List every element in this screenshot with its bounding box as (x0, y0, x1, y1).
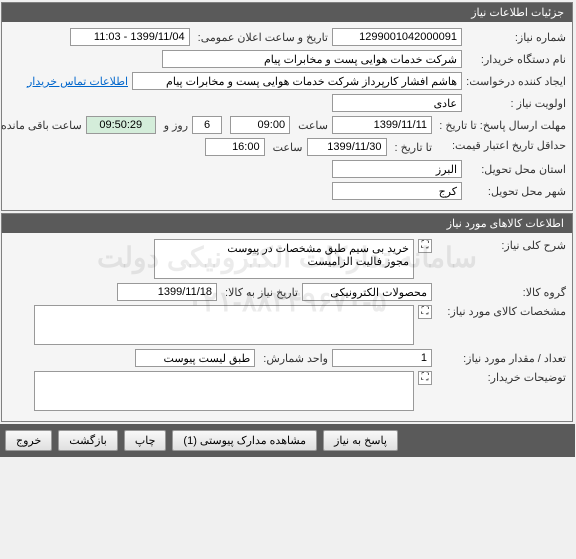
deadline-time-field[interactable] (231, 116, 291, 134)
time-remaining-field (87, 116, 157, 134)
requester-field[interactable] (133, 72, 463, 90)
qty-label: تعداد / مقدار مورد نیاز: (437, 352, 567, 365)
goods-header: اطلاعات کالاهای مورد نیاز (3, 214, 573, 233)
buyer-field[interactable] (163, 50, 463, 68)
need-number-field[interactable] (333, 28, 463, 46)
days-remaining-field (193, 116, 223, 134)
attachments-button[interactable]: مشاهده مدارک پیوستی (1) (173, 430, 318, 451)
desc-label: شرح کلی نیاز: (437, 239, 567, 252)
province-field[interactable] (333, 160, 463, 178)
buyer-notes-field[interactable] (35, 371, 415, 411)
unit-field[interactable] (136, 349, 256, 367)
validity-until-label: تا تاریخ : (392, 141, 433, 154)
unit-label: واحد شمارش: (260, 352, 329, 365)
need-details-header: جزئیات اطلاعات نیاز (3, 3, 573, 22)
buyer-label: نام دستگاه خریدار: (467, 53, 567, 66)
province-label: استان محل تحویل: (467, 163, 567, 176)
city-field[interactable] (333, 182, 463, 200)
need-date-label: تاریخ نیاز به کالا: (222, 286, 299, 299)
priority-field[interactable] (333, 94, 463, 112)
button-bar: خروج بازگشت چاپ مشاهده مدارک پیوستی (1) … (0, 424, 576, 457)
exit-button[interactable]: خروج (6, 430, 53, 451)
expand-notes-icon[interactable]: ⛶ (419, 371, 433, 385)
expand-spec-icon[interactable]: ⛶ (419, 305, 433, 319)
need-number-label: شماره نیاز: (467, 31, 567, 44)
announce-label: تاریخ و ساعت اعلان عمومی: (195, 31, 329, 44)
validity-date-field[interactable] (308, 138, 388, 156)
validity-time-field[interactable] (206, 138, 266, 156)
city-label: شهر محل تحویل: (467, 185, 567, 198)
priority-label: اولویت نیاز : (467, 97, 567, 110)
announce-field[interactable] (71, 28, 191, 46)
validity-label: حداقل تاریخ اعتبار قیمت: (437, 140, 567, 153)
need-date-field[interactable] (118, 283, 218, 301)
deadline-time-label: ساعت (295, 119, 329, 132)
days-label: روز و (161, 119, 189, 132)
respond-button[interactable]: پاسخ به نیاز (324, 430, 399, 451)
need-details-panel: جزئیات اطلاعات نیاز شماره نیاز: تاریخ و … (2, 2, 574, 211)
remaining-label: ساعت باقی مانده (0, 119, 83, 132)
expand-icon[interactable]: ⛶ (419, 239, 433, 253)
deadline-date-field[interactable] (333, 116, 433, 134)
print-button[interactable]: چاپ (125, 430, 168, 451)
qty-field[interactable] (333, 349, 433, 367)
group-label: گروه کالا: (437, 286, 567, 299)
desc-field[interactable] (155, 239, 415, 279)
buyer-notes-label: توضیحات خریدار: (437, 371, 567, 384)
group-field[interactable] (303, 283, 433, 301)
contact-link[interactable]: اطلاعات تماس خریدار (28, 75, 129, 88)
back-button[interactable]: بازگشت (59, 430, 119, 451)
requester-label: ایجاد کننده درخواست: (467, 75, 567, 88)
spec-field[interactable] (35, 305, 415, 345)
validity-time-label: ساعت (270, 141, 304, 154)
spec-label: مشخصات کالای مورد نیاز: (437, 305, 567, 318)
deadline-label: مهلت ارسال پاسخ: تا تاریخ : (437, 119, 567, 132)
goods-panel: اطلاعات کالاهای مورد نیاز شرح کلی نیاز: … (2, 213, 574, 422)
